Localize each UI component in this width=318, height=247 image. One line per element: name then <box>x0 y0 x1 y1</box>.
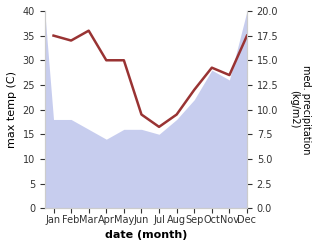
Y-axis label: med. precipitation
(kg/m2): med. precipitation (kg/m2) <box>289 65 311 154</box>
X-axis label: date (month): date (month) <box>105 230 187 240</box>
Y-axis label: max temp (C): max temp (C) <box>7 71 17 148</box>
